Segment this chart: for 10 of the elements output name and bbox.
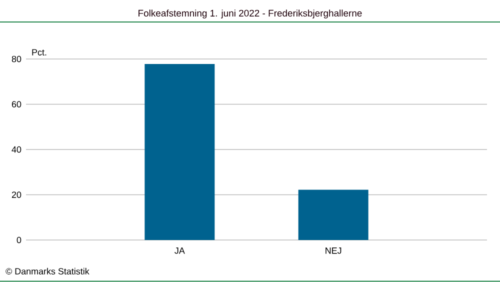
y-axis-title: Pct. xyxy=(32,49,46,56)
x-tick-label: JA xyxy=(174,248,185,254)
y-tick-label: 60 xyxy=(12,101,22,108)
y-tick-label: 0 xyxy=(16,236,22,244)
text: © Danmarks Statistik xyxy=(6,268,90,274)
y-tick-label: 80 xyxy=(12,56,22,62)
y-tick-label: 40 xyxy=(12,146,22,153)
x-tick-label: NEJ xyxy=(326,248,342,254)
chart-title: Folkeafstemning 1. juni 2022 - Frederiksbjerghallerne xyxy=(138,10,362,18)
y-tick-label: 20 xyxy=(12,192,22,198)
